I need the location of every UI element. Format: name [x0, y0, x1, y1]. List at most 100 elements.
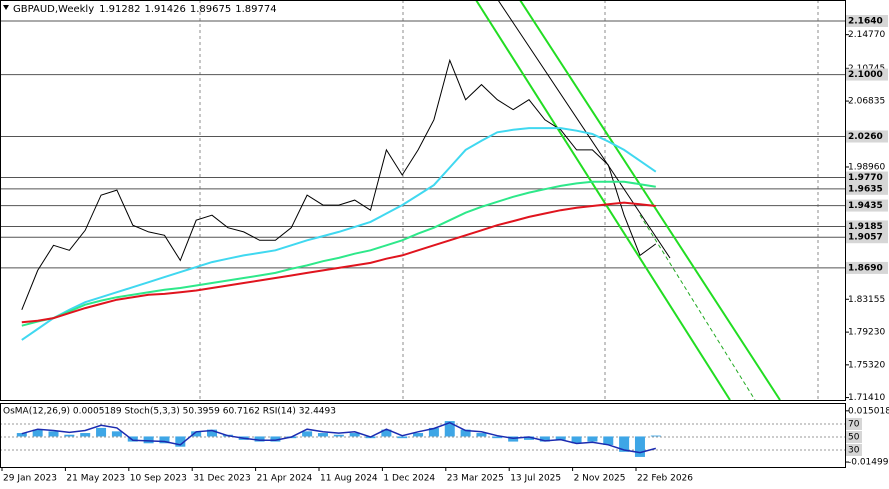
menu-arrow[interactable] — [3, 5, 9, 10]
osma-bar — [460, 429, 471, 437]
y-tick-label: -0.014995 — [848, 458, 889, 468]
open: 1.91282 — [99, 4, 140, 15]
osma-bar — [444, 421, 455, 437]
level-label: 2.1640 — [848, 17, 883, 27]
y-tick-label: 1.83155 — [848, 295, 885, 305]
osma-bar — [428, 427, 439, 437]
trend-line — [497, 0, 671, 259]
osma-bar — [64, 434, 75, 437]
level-label: 1.9435 — [848, 201, 883, 211]
level-label: 1.9185 — [848, 222, 883, 232]
y2-tick-box — [846, 443, 862, 456]
trend-line — [519, 0, 781, 401]
y2-tick-label: 30 — [848, 445, 860, 455]
moving-average — [21, 180, 656, 327]
level-box — [846, 199, 888, 212]
y-tick-label: 2.06835 — [848, 97, 885, 107]
y2-tick-label: 70 — [848, 419, 860, 429]
level-label: 2.0260 — [848, 132, 883, 142]
osma-bar — [48, 431, 59, 437]
y-tick-label: 1.79230 — [848, 328, 885, 338]
osma-bar — [302, 431, 313, 437]
osma-bar — [80, 433, 91, 437]
level-label: 1.8690 — [848, 263, 883, 273]
x-tick-label: 11 Aug 2024 — [320, 474, 378, 484]
x-tick-label: 29 Jan 2023 — [3, 474, 57, 484]
osma-bar — [603, 436, 614, 445]
rsi-line — [21, 421, 656, 454]
low: 1.89675 — [190, 4, 231, 15]
osma-bar — [539, 436, 550, 442]
level-box — [846, 68, 888, 81]
y2-tick-box — [846, 417, 862, 430]
osma-bar — [270, 436, 281, 442]
osma-bar — [476, 433, 487, 437]
chart-header: GBPAUD,Weekly 1.91282 1.91426 1.89675 1.8977… — [13, 4, 277, 15]
osma-bar — [571, 436, 582, 444]
main-frame — [0, 0, 846, 401]
osma-bar — [207, 429, 218, 437]
osma-bar — [524, 436, 535, 440]
x-tick-label: 23 Mar 2025 — [447, 474, 504, 484]
osma-bar — [650, 435, 661, 437]
osma-bar — [333, 434, 344, 437]
level-label: 1.9057 — [848, 233, 883, 243]
indicator-header: OsMA(12,26,9) 0.0005189 Stoch(5,3,3) 50.… — [3, 407, 336, 417]
osma-bar — [555, 436, 566, 440]
osma-bar — [317, 433, 328, 437]
x-tick-label: 31 Dec 2023 — [193, 474, 251, 484]
osma-bar — [96, 427, 107, 437]
y2-tick-box — [846, 430, 862, 443]
osma-bar — [397, 436, 408, 439]
osma-bar — [16, 433, 27, 437]
osma-bar — [619, 436, 630, 452]
y2-tick-label: 50 — [848, 432, 860, 442]
level-box — [846, 231, 888, 244]
osma-bar — [127, 436, 138, 442]
osma-bar — [587, 436, 598, 442]
y-tick-label: 1.98960 — [848, 162, 885, 172]
y-tick-label: 1.75320 — [848, 360, 885, 370]
x-tick-label: 1 Dec 2024 — [383, 474, 435, 484]
osma-bar — [191, 431, 202, 437]
plot: 2.147702.107452.068351.989601.831551.792… — [0, 15, 889, 484]
levels — [0, 20, 845, 269]
y-tick-label: 2.14770 — [848, 30, 885, 40]
trend-line — [475, 0, 731, 401]
level-box — [846, 15, 888, 28]
close: 1.89774 — [235, 4, 276, 15]
x-tick-label: 10 Sep 2023 — [130, 474, 187, 484]
symbol: GBPAUD,Weekly — [13, 4, 94, 15]
osma-bar — [381, 429, 392, 437]
high: 1.91426 — [145, 4, 186, 15]
level-box — [846, 130, 888, 143]
level-box — [846, 171, 888, 184]
osma-bar — [143, 436, 154, 444]
level-box — [846, 261, 888, 274]
osma-bar — [492, 436, 503, 439]
level-box — [846, 182, 888, 195]
y-tick-label: 0.015018 — [848, 406, 889, 416]
osma-bar — [175, 436, 186, 447]
osma-bar — [32, 429, 43, 437]
x-tick-label: 21 May 2023 — [66, 474, 125, 484]
y-tick-label: 1.71410 — [848, 393, 885, 403]
osma-bar — [634, 436, 645, 457]
x-tick-label: 13 Jul 2025 — [510, 474, 561, 484]
osma-bar — [254, 436, 265, 442]
x-tick-label: 22 Feb 2026 — [637, 474, 693, 484]
level-label: 1.9770 — [848, 173, 883, 183]
osma-bar — [159, 436, 170, 444]
osma-bar — [413, 433, 424, 437]
level-label: 1.9635 — [848, 184, 883, 194]
panel-frame — [0, 403, 846, 468]
x-tick-label: 21 Apr 2024 — [257, 474, 313, 484]
level-box — [846, 220, 888, 233]
osma-bar — [111, 431, 122, 437]
level-label: 2.1000 — [848, 70, 883, 80]
moving-average — [21, 201, 656, 324]
x-tick-label: 2 Nov 2025 — [574, 474, 626, 484]
osma-bar — [349, 433, 360, 437]
trend-line — [639, 214, 756, 401]
